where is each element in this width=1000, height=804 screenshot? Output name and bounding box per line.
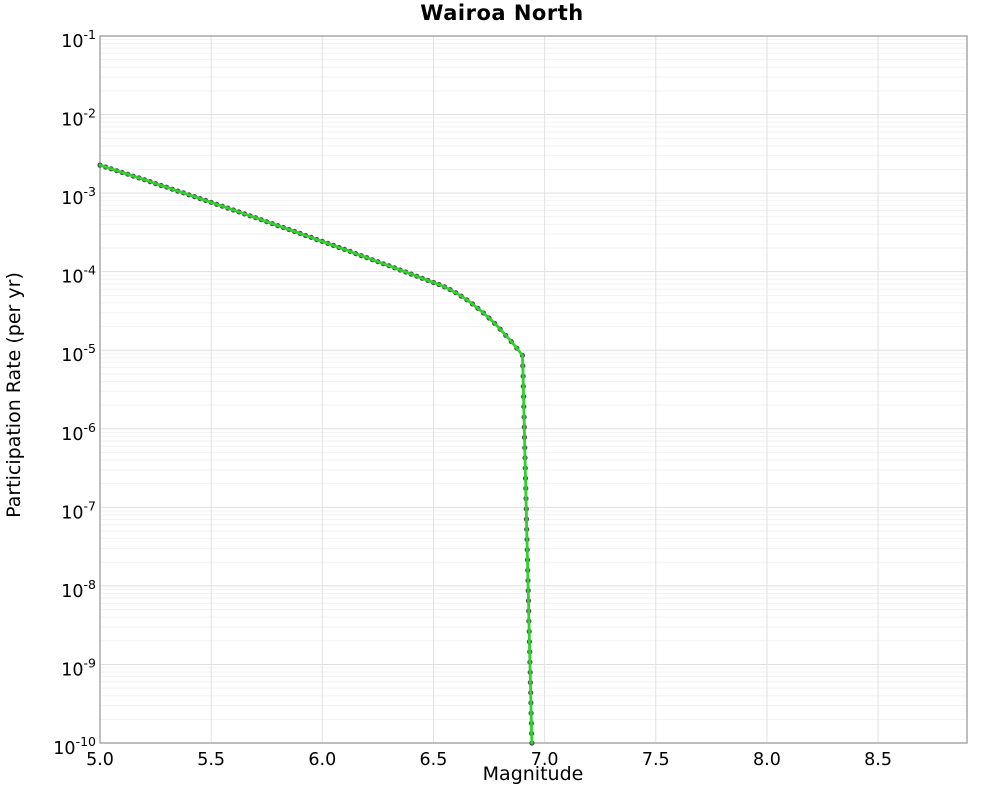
y-tick-label: 10-5: [61, 341, 96, 366]
y-tick-label: 10-4: [61, 263, 96, 288]
x-tick-label: 8.5: [864, 750, 892, 770]
x-tick-label: 8.0: [753, 750, 781, 770]
y-tick-label: 10-3: [61, 184, 96, 209]
plot-border: [99, 35, 968, 744]
y-tick-label: 10-9: [61, 655, 96, 680]
x-tick-label: 5.0: [86, 750, 114, 770]
x-tick-label: 7.0: [531, 750, 559, 770]
participation-rate-curve: [98, 163, 534, 745]
y-tick-label: 10-1: [61, 27, 96, 52]
y-axis-label: Participation Rate (per yr): [3, 272, 25, 518]
x-axis-label: Magnitude: [482, 763, 584, 785]
y-tick-label: 10-2: [61, 106, 96, 131]
y-tick-label: 10-6: [61, 420, 96, 445]
x-tick-label: 6.0: [308, 750, 336, 770]
chart-title: Wairoa North: [420, 1, 584, 25]
x-tick-label: 7.5: [642, 750, 670, 770]
y-tick-label: 10-7: [61, 498, 96, 523]
x-tick-label: 5.5: [197, 750, 225, 770]
y-tick-label: 10-8: [61, 577, 96, 602]
x-tick-label: 6.5: [420, 750, 448, 770]
y-tick-label: 10-10: [53, 734, 96, 759]
